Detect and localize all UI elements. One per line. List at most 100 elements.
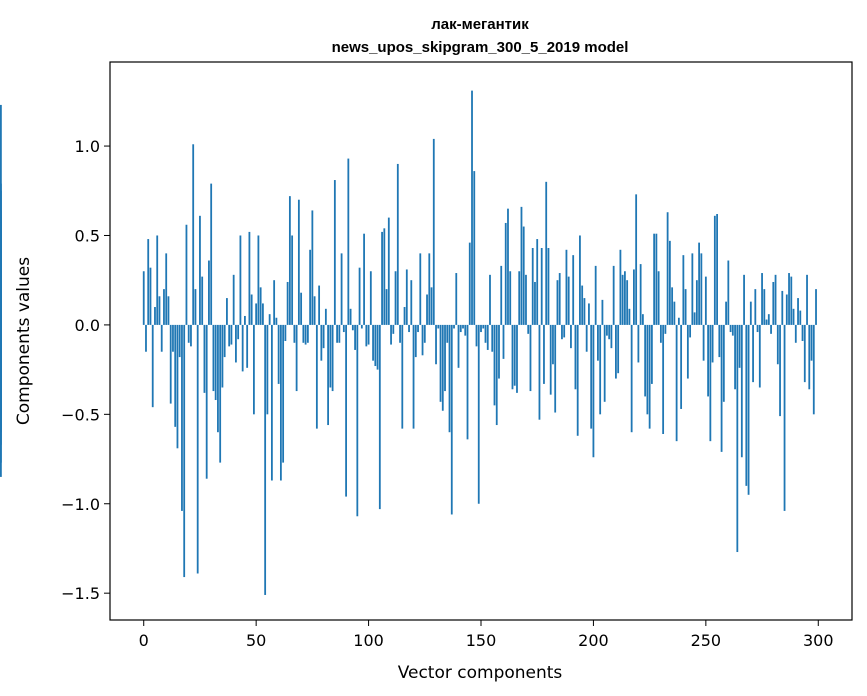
bar bbox=[205, 324, 208, 479]
bar bbox=[659, 324, 662, 343]
bar bbox=[711, 324, 714, 363]
bar bbox=[518, 271, 521, 325]
bar bbox=[480, 324, 482, 333]
bar bbox=[599, 324, 602, 415]
bar bbox=[266, 324, 269, 415]
x-tick-label: 150 bbox=[466, 631, 497, 650]
bar bbox=[698, 242, 700, 325]
bar bbox=[163, 289, 165, 325]
bar bbox=[270, 324, 273, 481]
bar bbox=[248, 231, 251, 325]
bar bbox=[342, 324, 345, 333]
bar bbox=[801, 324, 804, 341]
bar bbox=[655, 233, 658, 325]
bar bbox=[590, 324, 593, 429]
bar bbox=[543, 324, 545, 384]
bar bbox=[178, 324, 181, 358]
bar bbox=[232, 274, 235, 325]
bar bbox=[327, 324, 329, 426]
bar bbox=[174, 324, 177, 427]
bar bbox=[142, 271, 145, 325]
bar bbox=[495, 324, 498, 426]
bar bbox=[208, 260, 210, 325]
bar bbox=[354, 324, 356, 350]
bar bbox=[446, 324, 449, 343]
bar bbox=[797, 298, 799, 325]
bar bbox=[322, 324, 325, 349]
bar bbox=[781, 290, 784, 325]
bar bbox=[259, 287, 262, 325]
bar bbox=[727, 260, 730, 325]
bar bbox=[172, 324, 174, 352]
bar bbox=[702, 324, 705, 361]
bar bbox=[226, 298, 228, 325]
bar bbox=[810, 324, 813, 361]
bar bbox=[385, 289, 388, 325]
bar bbox=[367, 324, 370, 345]
bar bbox=[0, 324, 2, 463]
bar bbox=[770, 324, 772, 334]
bar bbox=[792, 308, 795, 325]
bar bbox=[707, 324, 709, 397]
bar bbox=[693, 312, 696, 325]
bar bbox=[545, 181, 548, 325]
bar bbox=[565, 249, 568, 325]
bar bbox=[806, 274, 808, 325]
bar bbox=[502, 324, 505, 359]
bar bbox=[223, 324, 226, 358]
x-tick-label: 50 bbox=[246, 631, 266, 650]
x-tick-label: 100 bbox=[353, 631, 384, 650]
bar bbox=[603, 324, 606, 402]
bar bbox=[641, 314, 644, 325]
bar bbox=[585, 324, 588, 352]
bar bbox=[412, 324, 415, 429]
bar bbox=[583, 298, 586, 325]
bar bbox=[313, 296, 316, 325]
bar bbox=[538, 324, 541, 420]
bar bbox=[736, 324, 739, 553]
bar bbox=[336, 324, 338, 343]
bar bbox=[615, 324, 617, 379]
bar bbox=[520, 206, 523, 325]
bar bbox=[369, 271, 372, 325]
bar bbox=[381, 231, 383, 325]
bar bbox=[729, 324, 732, 333]
bar bbox=[621, 274, 624, 325]
bar bbox=[417, 324, 419, 333]
bar bbox=[700, 253, 703, 325]
bar bbox=[684, 289, 687, 325]
bar bbox=[774, 274, 777, 325]
bar bbox=[630, 324, 633, 433]
bar bbox=[167, 296, 170, 325]
bar bbox=[349, 308, 352, 325]
bar bbox=[617, 324, 620, 374]
x-tick-label: 0 bbox=[139, 631, 149, 650]
bar bbox=[540, 248, 543, 325]
bar bbox=[511, 324, 514, 390]
bar bbox=[574, 324, 577, 390]
bar bbox=[522, 226, 525, 325]
bar bbox=[594, 265, 597, 325]
bar bbox=[549, 324, 552, 395]
bar bbox=[156, 235, 159, 325]
bar bbox=[387, 217, 390, 325]
bar bbox=[414, 324, 417, 358]
y-tick-label: 0.5 bbox=[75, 226, 100, 245]
bar bbox=[450, 324, 453, 515]
bar bbox=[610, 324, 613, 349]
bar bbox=[486, 324, 489, 350]
bar bbox=[484, 324, 487, 343]
bar bbox=[241, 324, 244, 372]
bar bbox=[790, 276, 793, 325]
bar bbox=[722, 324, 725, 402]
bar bbox=[432, 138, 435, 325]
bar bbox=[284, 324, 287, 341]
bar bbox=[403, 307, 406, 325]
bar bbox=[457, 324, 460, 368]
bar bbox=[455, 273, 458, 325]
y-tick-label: 1.0 bbox=[75, 137, 100, 156]
bar bbox=[165, 253, 168, 325]
bar bbox=[725, 301, 727, 325]
bar bbox=[561, 324, 563, 340]
